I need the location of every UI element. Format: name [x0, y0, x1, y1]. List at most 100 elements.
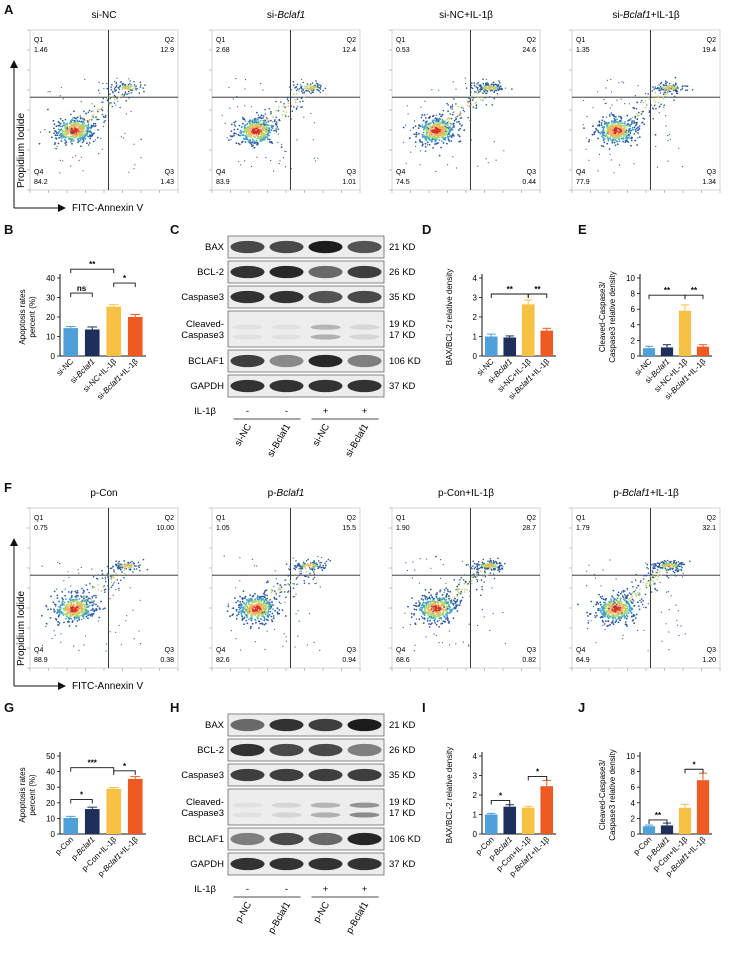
flow-dot: [472, 97, 474, 99]
flow-dot: [459, 114, 461, 116]
flow-dot: [257, 116, 260, 119]
flow-dot: [238, 124, 241, 127]
flow-dot: [279, 591, 282, 594]
flow-dot: [315, 582, 317, 584]
flow-dot: [74, 590, 77, 593]
flow-dot: [452, 81, 454, 83]
flow-dot: [431, 596, 433, 599]
flow-dot: [84, 610, 86, 613]
flow-dot: [291, 110, 294, 112]
flow-dot: [312, 139, 314, 141]
flow-dot: [420, 150, 422, 152]
flow-dot: [296, 563, 299, 565]
flow-dot: [253, 128, 256, 130]
flow-dot: [410, 616, 413, 619]
flow-dot: [424, 607, 427, 610]
flow-dot: [127, 561, 129, 564]
flow-dot: [319, 88, 322, 90]
flow-dot: [281, 609, 284, 611]
flow-dot: [613, 130, 616, 133]
flow-dot: [143, 90, 145, 93]
flow-dot: [664, 80, 667, 82]
flow-dot: [233, 124, 235, 126]
flow-dot: [82, 617, 85, 619]
flow-dot: [249, 627, 252, 630]
flow-dot: [257, 598, 259, 600]
flow-dot: [66, 123, 69, 126]
flow-dot: [447, 104, 450, 106]
flow-dot: [300, 78, 302, 80]
flow-dot: [622, 128, 624, 130]
flow-dot: [624, 122, 626, 125]
flow-dot: [491, 566, 494, 568]
flow-dot: [242, 607, 245, 610]
flow-dot: [441, 131, 444, 134]
flow-dot: [256, 125, 259, 127]
flow-dot: [283, 103, 285, 105]
flow-dot: [440, 129, 443, 132]
flow-dot: [73, 618, 76, 621]
flow-dot: [121, 86, 124, 89]
flow-dot: [61, 597, 64, 600]
flow-dot: [294, 595, 296, 598]
flow-dot: [314, 565, 316, 568]
flow-dot: [668, 84, 670, 87]
flow-dot: [271, 601, 273, 603]
flow-dot: [75, 591, 78, 594]
quadrant-label-q4: Q4: [576, 169, 585, 176]
flow-dot: [112, 92, 114, 94]
flow-dot: [275, 128, 277, 130]
flow-dot: [493, 562, 496, 564]
flow-dot: [101, 569, 103, 572]
flow-dot: [504, 562, 506, 565]
flow-dot: [486, 564, 489, 566]
flow-dot: [287, 102, 290, 104]
flow-dot: [648, 110, 651, 112]
flow-dot: [60, 641, 62, 643]
flow-dot: [453, 578, 456, 581]
flow-dot: [70, 123, 73, 126]
flow-dot: [671, 86, 674, 89]
flow-dot: [290, 96, 293, 99]
flow-dot: [265, 599, 268, 602]
flow-dot: [614, 116, 617, 118]
flow-dot: [123, 565, 126, 567]
flow-dot: [628, 124, 631, 126]
flow-dot: [232, 98, 234, 100]
flow-dot: [599, 132, 602, 135]
flow-dot: [277, 119, 279, 121]
flow-dot: [303, 582, 306, 584]
flow-dot: [257, 604, 260, 606]
flow-dot: [435, 138, 438, 141]
flow-dot: [428, 603, 430, 605]
flow-dot: [289, 580, 291, 582]
flow-dot: [109, 97, 111, 100]
flow-dot: [83, 136, 86, 138]
flow-dot: [80, 120, 83, 123]
flow-dot: [119, 106, 121, 109]
flow-dot: [111, 105, 114, 108]
flow-dot: [622, 140, 625, 143]
flow-dot: [655, 95, 658, 98]
flow-dot: [446, 135, 449, 138]
flow-dot: [244, 595, 247, 598]
flow-dot: [613, 115, 615, 118]
flow-dot: [64, 129, 67, 132]
flow-dot: [442, 603, 445, 606]
flow-dot: [258, 627, 260, 629]
flow-dot: [469, 119, 472, 122]
flow-dot: [101, 109, 104, 112]
flow-dot: [471, 576, 473, 578]
flow-dot: [107, 101, 110, 103]
flow-dot: [495, 159, 497, 161]
flow-dot: [62, 122, 65, 124]
flow-dot: [235, 608, 238, 611]
flow-dot: [77, 138, 79, 141]
flow-dot: [627, 119, 630, 122]
flow-dot: [614, 128, 616, 131]
flow-dot: [253, 136, 256, 139]
flow-dot: [448, 597, 450, 600]
flow-dot: [601, 131, 604, 133]
flow-dot: [473, 82, 476, 84]
flow-dot: [84, 138, 87, 140]
